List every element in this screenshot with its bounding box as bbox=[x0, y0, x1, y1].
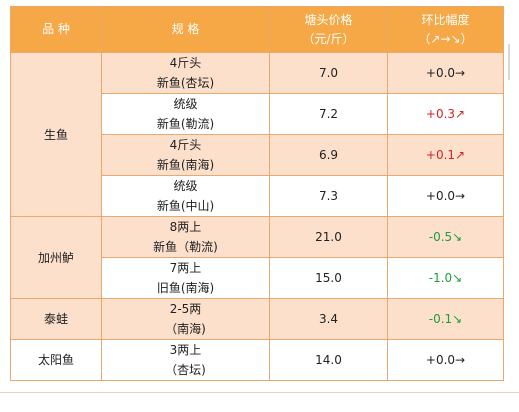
spec-line1: 4斤头 bbox=[169, 56, 202, 70]
spec-line1: 统级 bbox=[173, 97, 198, 111]
change-cell: +0.1↗ bbox=[387, 134, 504, 176]
category-cell-california-bass: 加州鲈 bbox=[10, 216, 102, 299]
price-cell: 14.0 bbox=[269, 339, 388, 381]
spec-cell: 2-5两 （南海) bbox=[101, 298, 270, 340]
category-cell-sunfish: 太阳鱼 bbox=[10, 339, 102, 381]
header-spec: 规 格 bbox=[101, 6, 270, 53]
spec-line2: 新鱼(勒流) bbox=[156, 117, 215, 131]
price-cell: 7.2 bbox=[269, 93, 388, 135]
price-cell: 7.0 bbox=[269, 52, 388, 94]
spec-line2: 新鱼(南海) bbox=[156, 158, 215, 172]
spec-line2: 新鱼(中山) bbox=[156, 199, 215, 213]
spec-cell: 8两上 新鱼（勒流) bbox=[101, 216, 270, 258]
table-row: 生鱼 4斤头 新鱼(杏坛) 7.0 +0.0→ bbox=[10, 52, 504, 217]
fish-price-table: 品 种 规 格 塘头价格 （元/斤） 环比幅度 （↗→↘） 生鱼 4斤头 新鱼(… bbox=[10, 6, 504, 381]
header-change-line2: （↗→↘） bbox=[418, 31, 473, 46]
change-cell: +0.0→ bbox=[387, 52, 504, 94]
table-row: 泰蛙 2-5两 （南海) 3.4 -0.1↘ bbox=[10, 298, 504, 340]
table-header-row: 品 种 规 格 塘头价格 （元/斤） 环比幅度 （↗→↘） bbox=[10, 6, 504, 53]
spec-line2: 旧鱼(南海) bbox=[156, 281, 215, 295]
spec-line1: 4斤头 bbox=[169, 138, 202, 152]
spec-cell: 4斤头 新鱼(南海) bbox=[101, 134, 270, 176]
change-cell: -0.5↘ bbox=[387, 216, 504, 258]
price-cell: 15.0 bbox=[269, 257, 388, 299]
category-cell-thai-frog: 泰蛙 bbox=[10, 298, 102, 340]
header-variety: 品 种 bbox=[10, 6, 102, 53]
spec-line1: 7两上 bbox=[169, 261, 202, 275]
spec-cell: 统级 新鱼(中山) bbox=[101, 175, 270, 217]
change-cell: +0.0→ bbox=[387, 339, 504, 381]
change-cell: +0.3↗ bbox=[387, 93, 504, 135]
header-price-line1: 塘头价格 bbox=[304, 12, 353, 27]
change-cell: +0.0→ bbox=[387, 175, 504, 217]
spec-cell: 统级 新鱼(勒流) bbox=[101, 93, 270, 135]
spec-line1: 2-5两 bbox=[169, 302, 202, 316]
spec-line1: 统级 bbox=[173, 179, 198, 193]
spec-line2: 新鱼(杏坛) bbox=[156, 76, 215, 90]
spec-line2: （南海) bbox=[165, 322, 206, 336]
header-change-line1: 环比幅度 bbox=[421, 12, 470, 27]
scroll-indicator bbox=[508, 44, 510, 80]
table-row: 4斤头 新鱼(南海) 6.9 +0.1↗ bbox=[11, 134, 504, 176]
table-row: 加州鲈 8两上 新鱼（勒流) 21.0 -0.5↘ bbox=[10, 216, 504, 299]
table-row: 太阳鱼 3两上 （杏坛) 14.0 +0.0→ bbox=[10, 339, 504, 381]
change-cell: -0.1↘ bbox=[387, 298, 504, 340]
change-cell: -1.0↘ bbox=[387, 257, 504, 299]
header-price-line2: （元/斤） bbox=[302, 31, 355, 46]
table-row: 统级 新鱼(勒流) 7.2 +0.3↗ bbox=[11, 93, 504, 135]
price-cell: 7.3 bbox=[269, 175, 388, 217]
spec-line1: 8两上 bbox=[169, 220, 202, 234]
spec-line2: （杏坛) bbox=[165, 363, 206, 377]
table-row: 统级 新鱼(中山) 7.3 +0.0→ bbox=[11, 175, 504, 217]
table-row: 7两上 旧鱼(南海) 15.0 -1.0↘ bbox=[11, 257, 504, 299]
header-change: 环比幅度 （↗→↘） bbox=[387, 6, 504, 53]
spec-line2: 新鱼（勒流) bbox=[153, 240, 218, 254]
price-cell: 21.0 bbox=[269, 216, 388, 258]
price-cell: 3.4 bbox=[269, 298, 388, 340]
category-cell-snakehead: 生鱼 bbox=[10, 52, 102, 217]
spec-line1: 3两上 bbox=[169, 343, 202, 357]
price-cell: 6.9 bbox=[269, 134, 388, 176]
spec-cell: 3两上 （杏坛) bbox=[101, 339, 270, 381]
spec-cell: 4斤头 新鱼(杏坛) bbox=[101, 52, 270, 94]
bottom-divider bbox=[0, 392, 519, 393]
spec-cell: 7两上 旧鱼(南海) bbox=[101, 257, 270, 299]
price-table-frame: 品 种 规 格 塘头价格 （元/斤） 环比幅度 （↗→↘） 生鱼 4斤头 新鱼(… bbox=[10, 6, 504, 381]
header-price: 塘头价格 （元/斤） bbox=[269, 6, 388, 53]
